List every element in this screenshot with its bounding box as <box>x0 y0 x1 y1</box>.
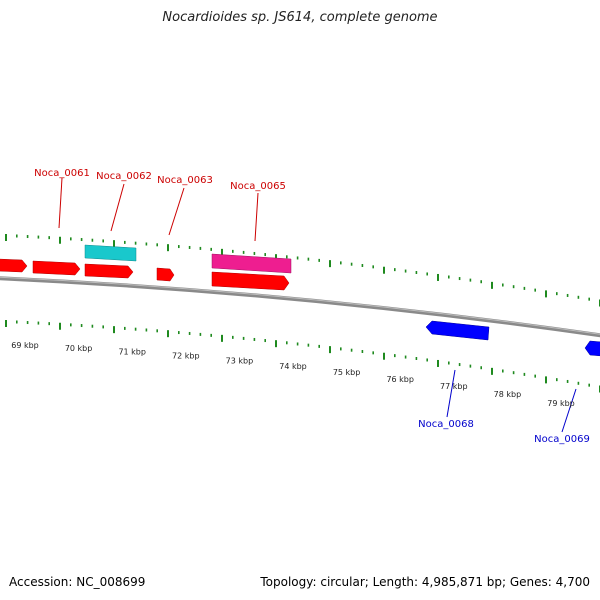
axis-label: 78 kbp <box>494 390 522 399</box>
genome-backbone <box>0 276 600 338</box>
label-noca-0069[interactable]: Noca_0069 <box>534 434 590 445</box>
gene-feature-noca-0062[interactable] <box>84 263 134 279</box>
rna-feature-magenta[interactable] <box>211 253 292 274</box>
label-noca-0068[interactable]: Noca_0068 <box>418 419 474 430</box>
gene-feature-noca-0061[interactable] <box>32 260 81 276</box>
outer-tick-ring <box>5 234 600 307</box>
axis-label: 72 kbp <box>172 352 200 361</box>
axis-label: 69 kbp <box>11 341 39 350</box>
gene-feature-noca-0065[interactable] <box>211 271 290 291</box>
axis-labels: 69 kbp 70 kbp 71 kbp 72 kbp 73 kbp 74 kbp 75 k… <box>11 341 575 408</box>
map-title: Nocardioides sp. JS614, complete genome <box>162 10 438 25</box>
axis-label: 79 kbp <box>547 399 575 408</box>
axis-label: 74 kbp <box>279 362 307 371</box>
forward-label-leaders <box>58 177 259 242</box>
axis-label: 71 kbp <box>118 347 146 356</box>
gene-feature-noca-0068[interactable] <box>425 320 490 341</box>
gene-feature-left-edge[interactable] <box>0 258 28 273</box>
genome-summary-text: Topology: circular; Length: 4,985,871 bp… <box>260 575 590 589</box>
axis-label: 76 kbp <box>386 375 414 384</box>
gene-feature-noca-0063[interactable] <box>156 267 175 282</box>
label-noca-0062[interactable]: Noca_0062 <box>96 171 152 182</box>
genome-backbone-highlight <box>0 276 600 335</box>
axis-label: 75 kbp <box>333 368 361 377</box>
gene-feature-noca-0069[interactable] <box>584 340 600 357</box>
accession-text: Accession: NC_008699 <box>9 575 146 589</box>
inner-tick-ring <box>5 320 600 393</box>
axis-label: 70 kbp <box>65 344 93 353</box>
label-noca-0065[interactable]: Noca_0065 <box>230 181 286 192</box>
axis-label: 77 kbp <box>440 382 468 391</box>
label-noca-0063[interactable]: Noca_0063 <box>157 175 213 186</box>
axis-label: 73 kbp <box>226 356 254 365</box>
rna-feature-cyan[interactable] <box>84 244 137 262</box>
label-noca-0061[interactable]: Noca_0061 <box>34 168 90 179</box>
reverse-label-leaders <box>446 369 577 433</box>
